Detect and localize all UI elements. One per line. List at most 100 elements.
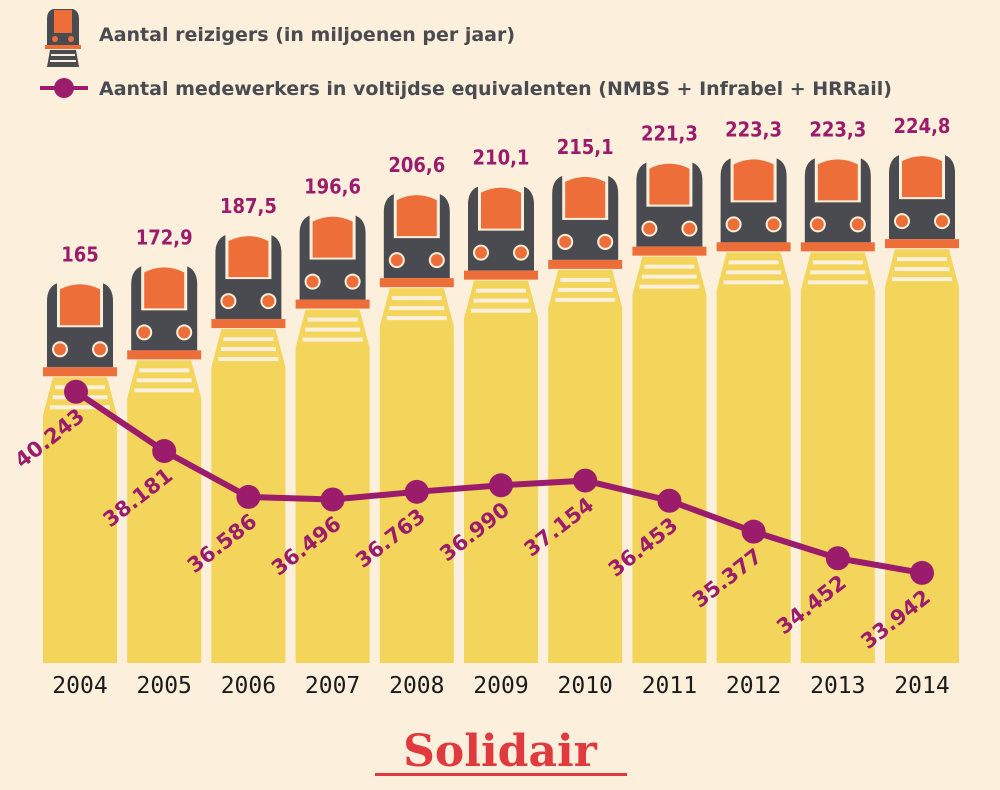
train-window [817,159,858,201]
track-sleeper [134,388,195,393]
track-sleeper [726,270,782,275]
train-bumper [464,270,538,280]
bar-value-label: 172,9 [136,225,193,249]
bar-body [464,280,538,663]
train-headlight-right [936,215,948,228]
train-window [144,267,185,309]
bar-value-label: 187,5 [220,194,277,218]
bar-2004 [43,279,117,663]
year-label: 2004 [52,673,107,699]
train-icon [127,262,202,360]
train-headlight-right [515,246,527,259]
train-bumper [800,242,875,252]
train-window [481,187,521,229]
employees-point-2014 [910,560,934,585]
bar-2008 [379,190,454,663]
train-headlight-left [54,343,66,356]
train-headlight-right [683,222,696,235]
train-headlight-right [94,343,106,356]
track-sleeper [307,317,358,322]
bar-value-label: 210,1 [473,146,530,170]
track-sleeper [560,277,611,282]
year-label: 2005 [137,673,192,699]
track-sleeper [389,306,445,311]
train-window [396,195,437,237]
track-sleeper [302,337,363,342]
employees-point-2011 [657,488,682,513]
train-headlight-right [851,218,864,231]
train-bumper [127,350,202,360]
train-bumper [211,319,286,329]
employees-point-2012 [741,519,766,544]
track-sleeper [728,260,779,265]
track-sleeper [810,270,866,275]
train-window [565,176,606,218]
train-headlight-right [346,275,359,288]
train-window [60,284,100,326]
train-icon [379,190,454,288]
train-icon [211,231,286,329]
bar-value-label: 223,3 [809,117,866,141]
train-window [228,236,269,278]
bar-2007 [295,211,370,663]
train-headlight-left [138,326,151,339]
bar-value-label: 196,6 [304,175,361,199]
year-label: 2010 [558,673,613,699]
employees-point-2013 [825,546,850,571]
train-bumper [716,242,791,252]
track-sleeper [391,296,442,301]
train-bumper [885,239,959,249]
train-bumper [632,246,707,256]
train-icon [548,171,623,269]
train-bumper [548,259,623,269]
employees-point-2004 [64,379,88,404]
bar-2010 [548,171,623,663]
brand-name: Solidair [403,726,598,777]
train-headlight-left [896,215,908,228]
train-icon [43,279,117,377]
bar-2006 [211,231,286,663]
year-label: 2006 [221,673,276,699]
train-icon [464,182,538,280]
train-headlight-right [262,295,275,308]
track-sleeper [644,264,695,269]
train-window [902,156,942,198]
track-sleeper [807,280,868,285]
bars-layer [43,151,959,663]
brand-logo: Solidair [375,726,627,777]
track-sleeper [897,257,947,262]
year-label: 2007 [305,673,360,699]
year-label: 2013 [810,673,865,699]
train-headlight-right [178,326,191,339]
track-sleeper [473,298,529,303]
train-bumper [295,299,370,309]
legend-travellers-label: Aantal reizigers (in miljoenen per jaar) [99,24,515,46]
year-label: 2009 [473,673,528,699]
train-window [649,163,690,205]
employees-point-2008 [404,479,429,504]
train-headlight-right [430,254,443,267]
bar-body [43,377,117,663]
track-sleeper [220,347,276,352]
train-window [733,159,774,201]
train-headlight-left [727,218,740,231]
track-sleeper [223,337,274,342]
year-label: 2014 [894,673,949,699]
track-sleeper [218,357,279,362]
train-headlight-left [306,275,319,288]
brand-underline [375,773,627,776]
bar-value-label: 223,3 [725,117,782,141]
train-headlight-left [475,246,487,259]
track-sleeper [557,287,613,292]
bar-value-label: 165 [61,242,99,266]
legend-train-icon [45,9,81,67]
track-sleeper [136,378,192,383]
train-headlight-left [559,235,572,248]
year-label: 2012 [726,673,781,699]
train-headlight-left [811,218,824,231]
bar-body [632,256,707,663]
track-sleeper [723,280,784,285]
track-sleeper [812,260,863,265]
bar-body [295,309,370,663]
